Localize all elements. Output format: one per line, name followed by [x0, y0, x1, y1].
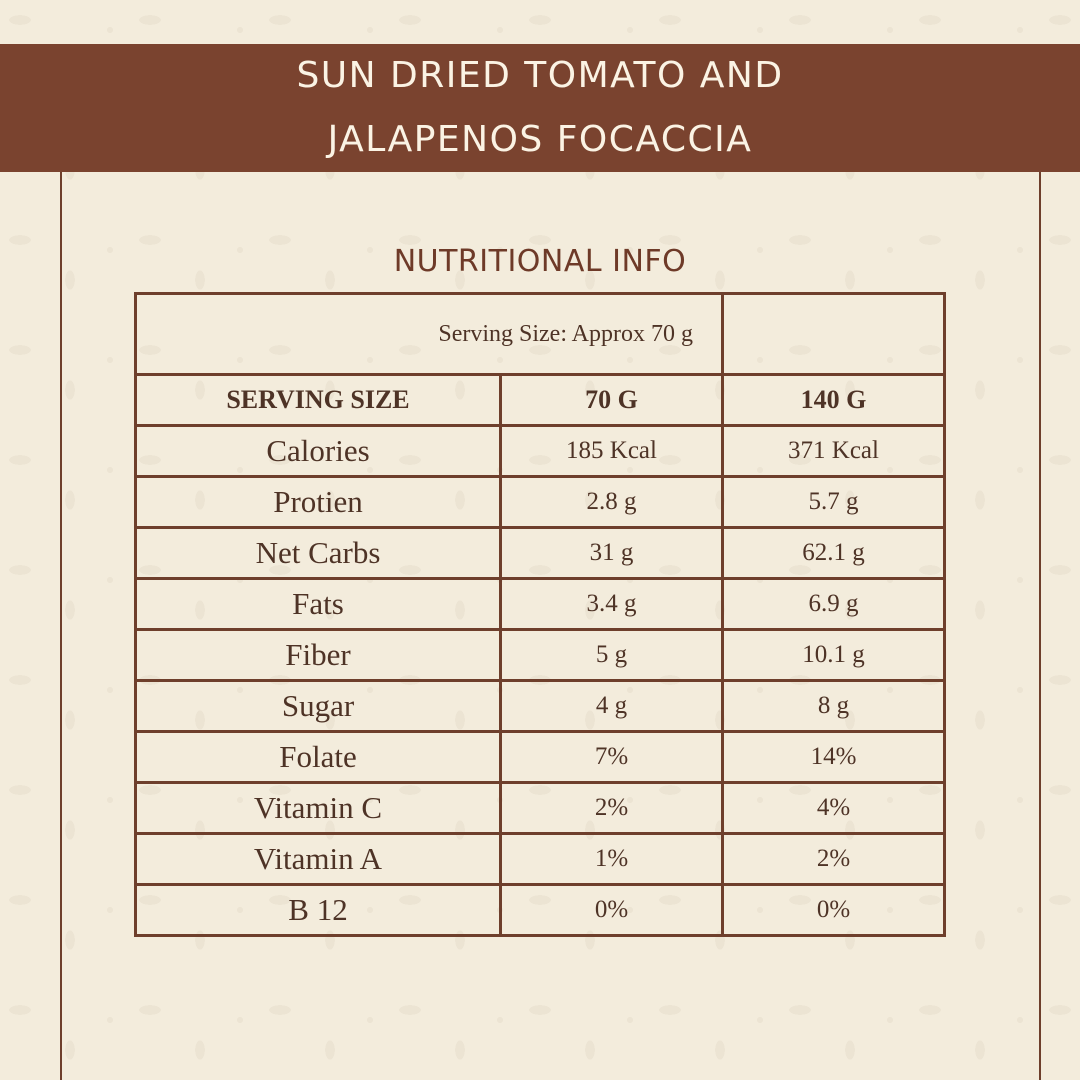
nutrient-label: Protien	[134, 475, 502, 529]
title-line-2: JALAPENOS FOCACCIA	[327, 119, 753, 160]
table-header-row: SERVING SIZE 70 G 140 G	[134, 373, 946, 427]
value-70g: 3.4 g	[499, 577, 724, 631]
table-row: Net Carbs 31 g 62.1 g	[134, 526, 946, 580]
value-140g: 10.1 g	[721, 628, 946, 682]
serving-note-empty-cell	[721, 292, 946, 376]
table-row: Fiber 5 g 10.1 g	[134, 628, 946, 682]
value-70g: 31 g	[499, 526, 724, 580]
table-row: Protien 2.8 g 5.7 g	[134, 475, 946, 529]
value-140g: 14%	[721, 730, 946, 784]
value-70g: 185 Kcal	[499, 424, 724, 478]
value-70g: 0%	[499, 883, 724, 937]
value-70g: 5 g	[499, 628, 724, 682]
nutrient-label: Net Carbs	[134, 526, 502, 580]
nutrient-label: Fats	[134, 577, 502, 631]
nutrient-label: Sugar	[134, 679, 502, 733]
section-title: NUTRITIONAL INFO	[393, 244, 687, 279]
nutrient-label: Vitamin C	[134, 781, 502, 835]
nutrient-label: Fiber	[134, 628, 502, 682]
header-col-70g: 70 G	[499, 373, 724, 427]
value-70g: 7%	[499, 730, 724, 784]
serving-note-row: Serving Size: Approx 70 g	[134, 292, 946, 376]
table-row: Calories 185 Kcal 371 Kcal	[134, 424, 946, 478]
value-140g: 5.7 g	[721, 475, 946, 529]
value-70g: 1%	[499, 832, 724, 886]
table-row: Folate 7% 14%	[134, 730, 946, 784]
value-70g: 2.8 g	[499, 475, 724, 529]
value-70g: 2%	[499, 781, 724, 835]
serving-note: Serving Size: Approx 70 g	[134, 292, 724, 376]
nutrient-label: Calories	[134, 424, 502, 478]
value-140g: 2%	[721, 832, 946, 886]
nutrient-label: Folate	[134, 730, 502, 784]
table-row: Fats 3.4 g 6.9 g	[134, 577, 946, 631]
right-border-line	[1039, 172, 1041, 1080]
header-col-140g: 140 G	[721, 373, 946, 427]
value-140g: 6.9 g	[721, 577, 946, 631]
table-row: Vitamin C 2% 4%	[134, 781, 946, 835]
title-banner: SUN DRIED TOMATO AND JALAPENOS FOCACCIA	[0, 44, 1080, 172]
value-140g: 0%	[721, 883, 946, 937]
value-70g: 4 g	[499, 679, 724, 733]
nutrient-label: Vitamin A	[134, 832, 502, 886]
left-border-line	[60, 172, 62, 1080]
table-row: B 12 0% 0%	[134, 883, 946, 937]
value-140g: 371 Kcal	[721, 424, 946, 478]
value-140g: 62.1 g	[721, 526, 946, 580]
table-row: Vitamin A 1% 2%	[134, 832, 946, 886]
nutrient-label: B 12	[134, 883, 502, 937]
title-line-1: SUN DRIED TOMATO AND	[296, 55, 784, 96]
value-140g: 8 g	[721, 679, 946, 733]
header-label: SERVING SIZE	[134, 373, 502, 427]
nutrition-table: Serving Size: Approx 70 g SERVING SIZE 7…	[134, 292, 946, 937]
value-140g: 4%	[721, 781, 946, 835]
